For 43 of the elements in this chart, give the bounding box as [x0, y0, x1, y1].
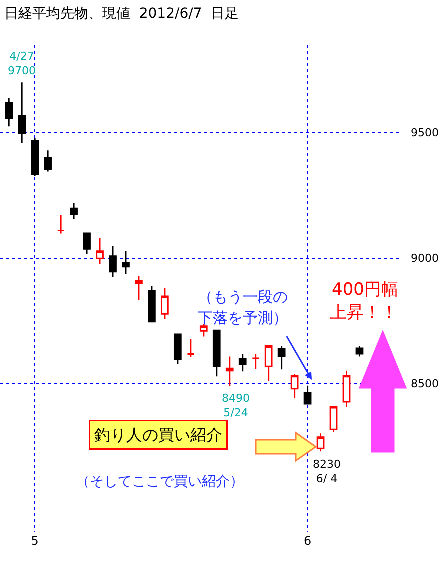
candlestick [161, 288, 169, 320]
candlestick [212, 330, 221, 378]
candlestick [148, 285, 156, 323]
candlestick [70, 202, 78, 220]
candlestick [174, 334, 182, 366]
candlestick [96, 238, 104, 265]
candlestick [304, 385, 312, 405]
annotation: 400円幅 [332, 280, 398, 300]
annotation: 上昇！！ [330, 303, 398, 323]
annotation: （もう一段の [198, 288, 288, 306]
annotation: 釣り人の買い紹介 [94, 426, 222, 444]
candlestick [135, 275, 143, 302]
candlestick [44, 150, 52, 173]
annotation: （そしてここで買い紹介） [76, 474, 244, 490]
candlestick [5, 97, 14, 128]
candlestick [109, 246, 117, 278]
annotation: 下落を予測） [198, 309, 288, 327]
candlestick [316, 432, 325, 452]
chart-title: 日経平均先物、現値 2012/6/7 日足 [4, 6, 240, 22]
annotation: 8230 6/ 4 [313, 458, 341, 486]
candlestick [264, 345, 273, 382]
y-tick-label: 9500 [411, 126, 439, 140]
candlestick [330, 406, 338, 434]
candlestick [278, 345, 286, 370]
candlestick [342, 370, 351, 408]
annotation: 8490 5/24 [222, 392, 250, 420]
candlestick [252, 354, 260, 370]
candlestick [226, 356, 234, 388]
y-tick-label: 8500 [411, 378, 439, 391]
candlestick [18, 82, 26, 144]
x-tick-label: 5 [31, 534, 39, 548]
candlestick [200, 323, 208, 338]
candlestick [57, 214, 65, 235]
y-tick-label: 9000 [411, 252, 439, 266]
annotation: 4/27 9700 [8, 50, 36, 78]
candlestick [356, 345, 364, 358]
candlestick [31, 137, 39, 178]
candlestick [122, 250, 130, 275]
x-tick-label: 6 [304, 534, 312, 548]
candlestick [186, 338, 195, 358]
candlestick [238, 354, 247, 372]
candlestick [83, 232, 91, 256]
candlestick [290, 373, 299, 399]
